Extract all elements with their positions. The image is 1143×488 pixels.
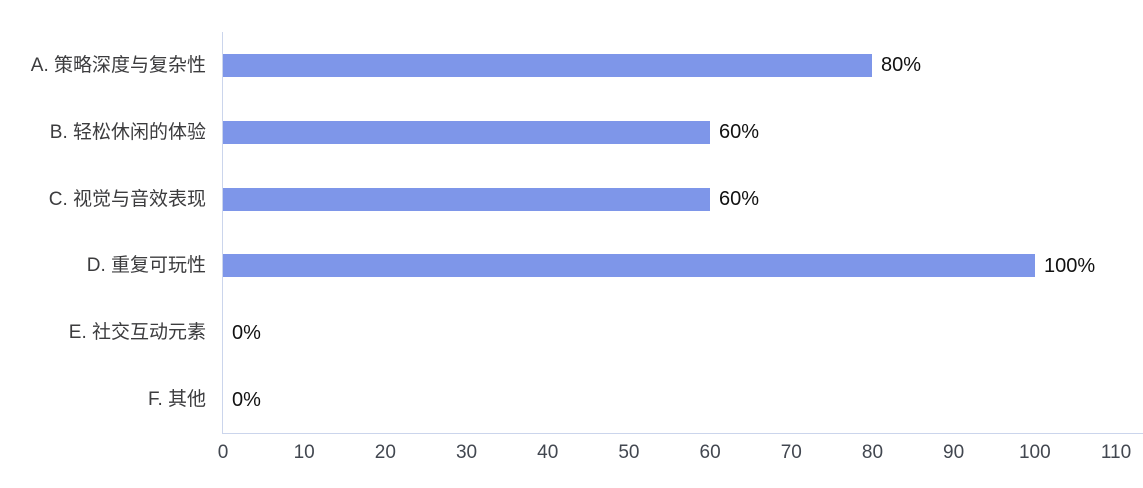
- value-label: 0%: [232, 321, 261, 344]
- x-tick-label: 110: [1100, 442, 1132, 463]
- value-label: 80%: [881, 54, 922, 77]
- x-tick-label: 50: [618, 442, 640, 463]
- x-tick-label: 70: [780, 442, 802, 463]
- category-label: C. 视觉与音效表现: [48, 188, 206, 210]
- x-tick-label: 10: [293, 442, 315, 463]
- category-label: E. 社交互动元素: [68, 322, 206, 344]
- bar[interactable]: [223, 187, 710, 211]
- bar[interactable]: [223, 254, 1035, 278]
- x-tick-label: 30: [455, 442, 478, 463]
- value-label: 0%: [232, 388, 261, 411]
- bar-area: 60%: [223, 166, 1143, 233]
- category-label: A. 策略深度与复杂性: [30, 54, 206, 76]
- x-axis-line: [222, 433, 1143, 434]
- x-tick-label: 90: [943, 442, 965, 463]
- y-axis-line: [222, 32, 223, 433]
- bar-area: 60%: [223, 99, 1143, 166]
- chart-row: A. 策略深度与复杂性 80%: [0, 32, 1143, 99]
- value-label: 100%: [1044, 254, 1096, 277]
- x-tick-label: 100: [1018, 442, 1051, 463]
- chart-rows: A. 策略深度与复杂性 80% B. 轻松休闲的体验 60% C. 视觉与音效表现 60%…: [0, 32, 1143, 433]
- chart-row: C. 视觉与音效表现 60%: [0, 166, 1143, 233]
- value-label: 60%: [719, 121, 760, 144]
- bar-area: 0%: [223, 299, 1143, 366]
- x-tick-label: 40: [537, 442, 559, 463]
- bar[interactable]: [223, 53, 872, 77]
- value-label: 60%: [719, 188, 760, 211]
- x-tick-label: 60: [699, 442, 721, 463]
- chart-row: E. 社交互动元素 0%: [0, 299, 1143, 366]
- bar-area: 80%: [223, 32, 1143, 99]
- x-tick-label: 0: [217, 442, 229, 463]
- bar-area: 0%: [223, 366, 1143, 433]
- category-label: D. 重复可玩性: [86, 255, 206, 277]
- chart-row: D. 重复可玩性 100%: [0, 232, 1143, 299]
- bar[interactable]: [223, 120, 710, 144]
- chart-row: F. 其他 0%: [0, 366, 1143, 433]
- chart-row: B. 轻松休闲的体验 60%: [0, 99, 1143, 166]
- x-tick-label: 20: [374, 442, 396, 463]
- category-label: B. 轻松休闲的体验: [49, 121, 206, 143]
- bar-area: 100%: [223, 232, 1143, 299]
- x-tick-label: 80: [861, 442, 884, 463]
- x-axis-ticks: 0 10 20 30 40 50 60 70 80 90 100 110: [218, 442, 1131, 468]
- category-label: F. 其他: [147, 389, 206, 411]
